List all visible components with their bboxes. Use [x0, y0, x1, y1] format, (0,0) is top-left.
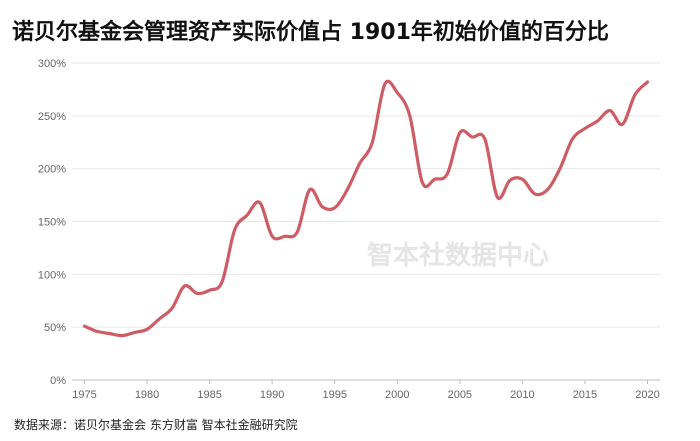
y-tick-label: 100% — [38, 269, 66, 281]
y-tick-label: 300% — [38, 58, 66, 70]
chart-title: 诺贝尔基金会管理资产实际价值占 1901年初始价值的百分比 — [12, 20, 609, 45]
series-line — [82, 79, 650, 338]
x-tick-label: 2000 — [385, 389, 409, 401]
x-tick-label: 2015 — [573, 389, 597, 401]
y-tick-label: 250% — [38, 111, 66, 123]
x-tick-label: 1990 — [260, 389, 284, 401]
source-note: 数据来源：诺贝尔基金会 东方财富 智本社金融研究院 — [14, 418, 298, 432]
x-tick-label: 2005 — [448, 389, 472, 401]
y-axis-labels: 0% 50% 100% 150% 200% 250% 300% — [38, 58, 66, 387]
y-tick-label: 200% — [38, 164, 66, 176]
x-tick-label: 2020 — [635, 389, 659, 401]
x-tick-label: 1985 — [197, 389, 221, 401]
x-tick-label: 2010 — [510, 389, 534, 401]
y-tick-label: 150% — [38, 217, 66, 229]
series-layer — [82, 79, 650, 338]
x-tick-label: 1975 — [72, 389, 96, 401]
x-tick-label: 1995 — [322, 389, 346, 401]
watermark: 智本社数据中心 — [367, 240, 549, 271]
grid-lines — [72, 62, 660, 381]
x-axis-labels: 1975 1980 1985 1990 1995 2000 2005 2010 2015 2020 — [72, 380, 660, 401]
x-tick-label: 1980 — [135, 389, 159, 401]
y-tick-label: 0% — [50, 375, 66, 387]
y-tick-label: 50% — [44, 322, 66, 334]
